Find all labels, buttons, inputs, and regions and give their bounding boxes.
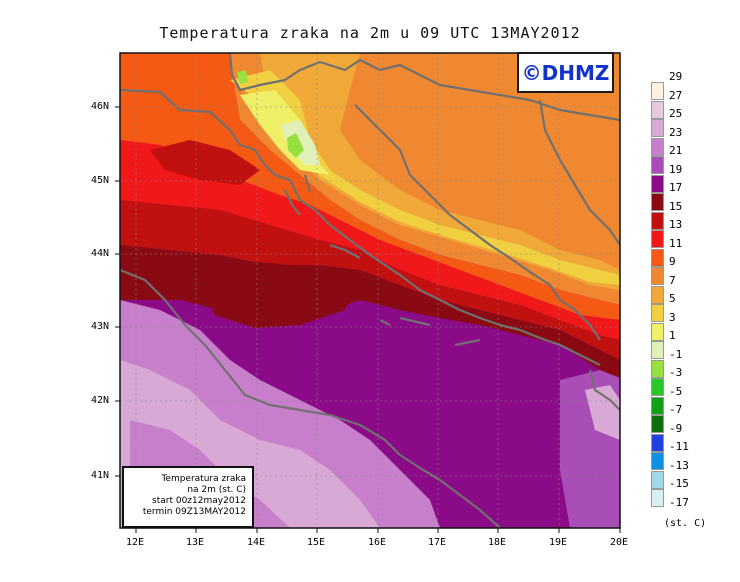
legend-label: 15 — [669, 199, 683, 213]
lon-label-15e: 15E — [307, 537, 326, 548]
lat-label-42n: 42N — [91, 395, 110, 406]
legend-label: 17 — [669, 181, 683, 194]
legend-label: 25 — [669, 107, 683, 120]
legend-label: 21 — [669, 144, 683, 157]
info-line-1: Temperatura zraka — [161, 474, 246, 484]
lon-label-12e: 12E — [126, 537, 145, 548]
legend-label: 9 — [669, 255, 676, 268]
lat-label-45n: 45N — [91, 175, 110, 186]
legend-swatch — [651, 267, 664, 285]
legend-swatch — [651, 156, 664, 174]
legend-swatch — [651, 100, 664, 119]
lat-label-44n: 44N — [91, 248, 110, 259]
legend-label: -3 — [669, 366, 683, 379]
legend-swatch — [651, 137, 664, 156]
legend-label: -5 — [669, 384, 683, 398]
legend-swatch — [651, 341, 664, 359]
legend-label: -7 — [669, 403, 683, 416]
legend-label: 11 — [669, 236, 683, 250]
legend-swatch — [651, 359, 664, 378]
legend-label: 1 — [669, 329, 676, 342]
legend-label: 5 — [669, 292, 676, 305]
legend-swatch — [651, 470, 664, 489]
legend-label: 7 — [669, 273, 676, 287]
legend-swatch — [651, 119, 664, 137]
lon-label-14e: 14E — [247, 537, 266, 548]
legend-label: 13 — [669, 218, 683, 231]
lon-label-18e: 18E — [488, 537, 507, 548]
legend-label: -17 — [669, 495, 689, 509]
legend-swatch — [651, 193, 664, 211]
lat-label-46n: 46N — [91, 101, 110, 112]
legend-swatch — [651, 415, 664, 433]
legend-label: 29 — [669, 70, 683, 83]
legend-swatch — [651, 285, 664, 304]
legend-label: -15 — [669, 477, 689, 490]
lon-label-19e: 19E — [549, 537, 568, 548]
map-title: Temperatura zraka na 2m u 09 UTC 13MAY20… — [159, 24, 581, 42]
info-line-3: start 00z12may2012 — [152, 496, 246, 506]
legend-swatch — [651, 82, 664, 100]
legend-label: 19 — [669, 162, 683, 176]
legend-swatch — [651, 433, 664, 452]
legend-swatch — [651, 396, 664, 415]
legend-label: 3 — [669, 310, 676, 324]
dhmz-logo: ©DHMZ — [517, 52, 614, 93]
legend-swatch — [651, 322, 664, 341]
info-box: Temperatura zraka na 2m (st. C) start 00… — [122, 466, 254, 528]
legend-label: -13 — [669, 458, 689, 472]
lon-label-16e: 16E — [368, 537, 387, 548]
legend-swatch — [651, 211, 664, 230]
info-line-4: termin 09Z13MAY2012 — [142, 507, 246, 517]
legend-swatch — [651, 378, 664, 396]
legend-label: 23 — [669, 125, 683, 139]
legend-label: -9 — [669, 421, 683, 435]
legend-label: 27 — [669, 88, 683, 102]
legend-swatch — [651, 489, 664, 507]
legend-swatch — [651, 174, 664, 193]
lat-label-43n: 43N — [91, 321, 110, 332]
legend-unit: (st. C) — [664, 518, 707, 529]
legend-swatch — [651, 452, 664, 470]
legend-label: -1 — [669, 347, 683, 361]
legend-swatch — [651, 304, 664, 322]
legend-swatch — [651, 248, 664, 267]
lon-label-17e: 17E — [428, 537, 447, 548]
lat-label-41n: 41N — [91, 470, 110, 481]
legend-swatch — [651, 230, 664, 248]
info-line-2: na 2m (st. C) — [187, 485, 246, 495]
legend-label: -11 — [669, 440, 689, 453]
lon-label-20e: 20E — [610, 537, 629, 548]
lon-label-13e: 13E — [186, 537, 205, 548]
